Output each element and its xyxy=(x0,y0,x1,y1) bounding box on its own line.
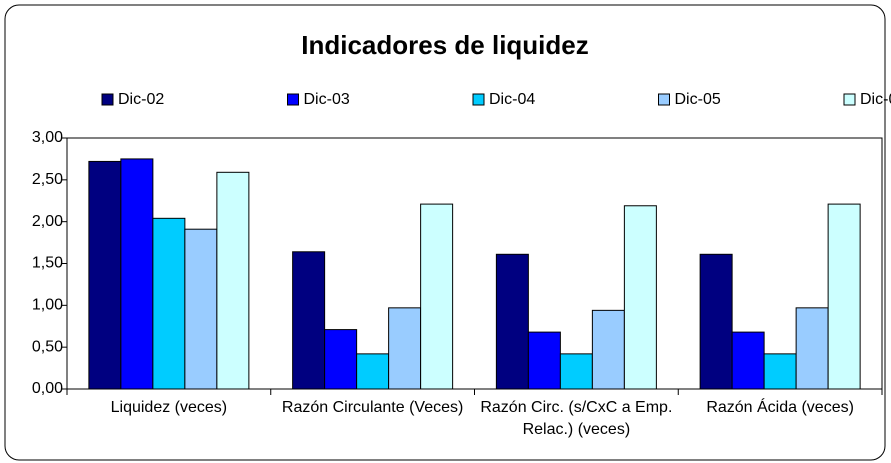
bar xyxy=(184,228,218,390)
bar xyxy=(420,203,454,390)
y-tick-label: 0,50 xyxy=(32,338,63,355)
y-tick-label: 1,00 xyxy=(32,297,63,314)
bar xyxy=(324,329,358,390)
legend-label: Dic-02 xyxy=(118,91,164,108)
y-tick-label: 2,00 xyxy=(32,213,63,230)
bar xyxy=(699,253,733,390)
bar xyxy=(495,253,529,390)
y-tick-label: 1,50 xyxy=(32,255,63,272)
bar xyxy=(623,205,657,390)
bar xyxy=(292,251,326,390)
x-tick-label: Razón Circ. (s/CxC a Emp. Relac.) (veces… xyxy=(480,399,673,438)
bar xyxy=(795,307,829,390)
bar xyxy=(120,158,154,390)
bar xyxy=(216,171,250,390)
x-tick-label: Razón Ácida (veces) xyxy=(706,399,854,416)
legend-swatch xyxy=(843,93,856,106)
legend-swatch xyxy=(472,93,485,106)
x-tick-label: Liquidez (veces) xyxy=(110,399,228,416)
legend-label: Dic-04 xyxy=(489,91,535,108)
chart-title: Indicadores de liquidez xyxy=(301,30,589,60)
legend-swatch xyxy=(101,93,114,106)
bar xyxy=(559,353,593,390)
y-tick-label: 0,00 xyxy=(32,380,63,397)
legend-label: Dic-05 xyxy=(675,91,721,108)
bar xyxy=(527,331,561,390)
bar xyxy=(152,217,186,390)
legend-swatch xyxy=(287,93,299,106)
bar xyxy=(356,353,390,390)
y-tick-label: 2,50 xyxy=(32,171,63,188)
legend-label: Dic-03 xyxy=(304,91,350,108)
legend-label: Dic-06 xyxy=(860,91,891,108)
bar xyxy=(731,331,765,390)
bar xyxy=(763,353,797,390)
x-tick-label: Razón Circulante (Veces) xyxy=(281,399,464,416)
y-tick-label: 3,00 xyxy=(32,129,63,146)
bar xyxy=(388,307,422,390)
bar xyxy=(591,309,625,390)
bar xyxy=(827,203,861,390)
bar xyxy=(88,160,122,390)
legend-swatch xyxy=(658,93,670,106)
